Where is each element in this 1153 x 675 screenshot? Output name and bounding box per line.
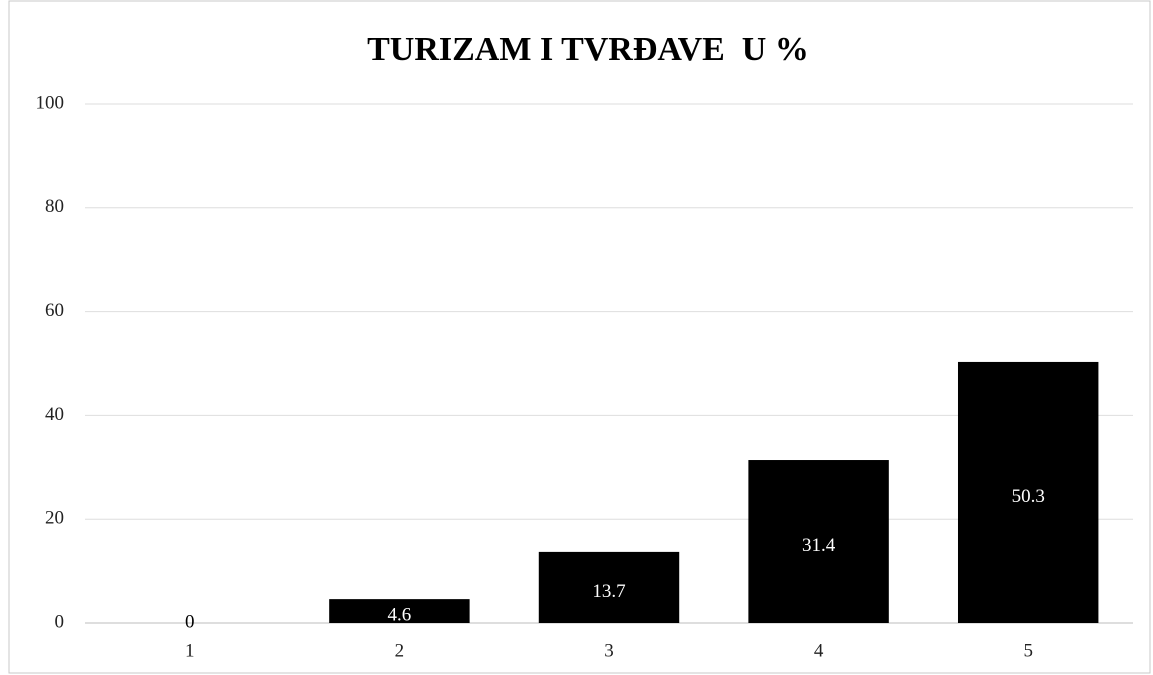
x-tick-label: 5 xyxy=(1023,640,1033,661)
data-label: 50.3 xyxy=(1012,486,1045,507)
bar xyxy=(329,599,470,623)
bar xyxy=(748,460,889,623)
data-label: 31.4 xyxy=(802,535,836,556)
x-tick-label: 4 xyxy=(814,640,824,661)
x-tick-label: 1 xyxy=(185,640,195,661)
y-tick-label: 80 xyxy=(45,196,64,217)
y-tick-label: 40 xyxy=(45,404,64,425)
y-tick-label: 0 xyxy=(55,611,65,632)
y-tick-label: 20 xyxy=(45,508,64,529)
bar xyxy=(538,551,680,623)
data-label: 4.6 xyxy=(388,604,412,625)
data-label: 0 xyxy=(185,611,195,632)
data-label: 13.7 xyxy=(592,581,625,602)
chart-title: TURIZAM I TVRĐAVE U % xyxy=(367,31,809,68)
x-tick-label: 2 xyxy=(395,640,405,661)
bar xyxy=(957,361,1099,623)
y-tick-label: 100 xyxy=(36,92,65,113)
y-tick-label: 60 xyxy=(45,300,64,321)
x-tick-label: 3 xyxy=(604,640,614,661)
